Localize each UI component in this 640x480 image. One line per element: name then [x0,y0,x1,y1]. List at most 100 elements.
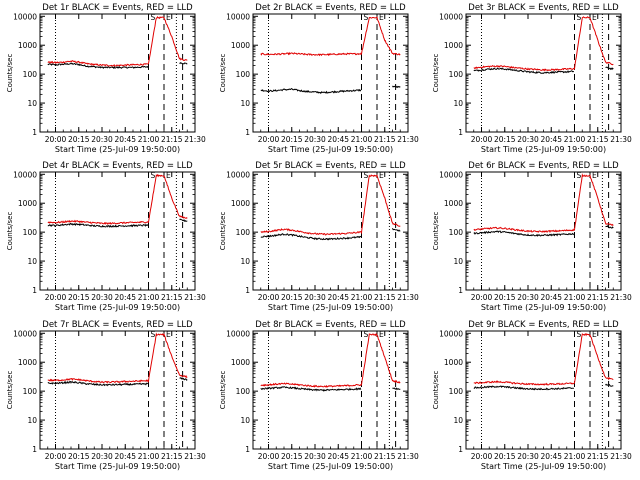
y-tick-label: 10000 [439,329,463,338]
x-tick-label: 21:30 [610,293,632,302]
y-tick-label: 1 [458,128,463,137]
x-tick-label: 21:30 [610,452,632,461]
series-line-lld [473,333,614,386]
x-tick-label: 20:45 [114,293,136,302]
x-tick-label: 20:45 [114,135,136,144]
detector-panel-2: Det 2r BLACK = Events, RED = LLD 1 10 100 10… [219,3,419,154]
series-line-lld [473,16,614,72]
x-tick-label: 21:15 [374,135,396,144]
x-axis-label: Start Time (25-Jul-09 19:50:00) [268,303,393,312]
x-tick-label: 21:15 [587,293,609,302]
series-line-events [605,66,614,71]
x-tick-label: 21:00 [564,293,586,302]
x-tick-label: 20:00 [45,452,67,461]
x-tick-label: 21:00 [138,293,160,302]
y-tick-label: 1 [245,445,250,454]
detector-panel-5: Det 5r BLACK = Events, RED = LLD 1 10 100 10… [219,161,419,312]
y-tick-label: 1 [32,286,37,295]
series-line-events [392,228,401,232]
y-tick-label: 10 [27,416,37,425]
y-tick-label: 1000 [231,358,250,367]
detector-panel-7: Det 7r BLACK = Events, RED = LLD 1 10 100 10… [6,320,206,471]
y-axis-label: Counts/sec [432,54,440,93]
x-tick-label: 20:15 [281,452,303,461]
panel-title: Det 3r BLACK = Events, RED = LLD [468,3,619,13]
series-line-events [473,385,575,391]
x-tick-label: 21:00 [351,452,373,461]
saa-end-label: E [166,171,171,180]
x-tick-label: 21:30 [184,135,206,144]
detector-panel-1: Det 1r BLACK = Events, RED = LLD 1 10 100 10… [6,3,206,154]
y-tick-label: 10 [240,257,250,266]
y-tick-label: 1000 [444,358,463,367]
series-line-events [605,225,614,229]
x-tick-label: 20:30 [517,135,539,144]
y-tick-label: 100 [449,228,464,237]
saa-start-label: S [364,171,369,180]
x-tick-label: 20:00 [45,293,67,302]
y-tick-label: 100 [23,70,38,79]
panel-title: Det 1r BLACK = Events, RED = LLD [42,3,193,13]
y-tick-label: 10000 [226,12,250,21]
y-axis-label: Counts/sec [219,371,227,410]
y-axis-label: Counts/sec [219,54,227,93]
y-tick-label: 1000 [444,41,463,50]
y-tick-label: 10000 [439,12,463,21]
y-tick-label: 1 [245,286,250,295]
saa-start-label: S [577,171,582,180]
x-tick-label: 20:30 [304,135,326,144]
saa-end-label: E [166,330,171,339]
x-tick-label: 21:30 [184,452,206,461]
x-tick-label: 20:15 [494,293,516,302]
y-tick-label: 100 [449,387,464,396]
x-tick-label: 21:15 [587,452,609,461]
y-tick-label: 1000 [18,199,37,208]
x-tick-label: 20:45 [114,452,136,461]
x-tick-label: 20:30 [91,452,113,461]
y-tick-label: 100 [23,228,38,237]
y-tick-label: 1000 [231,199,250,208]
series-line-events [473,67,574,74]
x-tick-label: 21:30 [397,452,419,461]
x-tick-label: 20:45 [540,135,562,144]
x-tick-label: 20:45 [327,293,349,302]
x-tick-label: 21:30 [397,135,419,144]
x-axis-label: Start Time (25-Jul-09 19:50:00) [55,303,180,312]
saa-end-label: E [379,330,384,339]
x-tick-label: 20:15 [281,293,303,302]
series-line-events [392,387,401,391]
saa-end-label: E [379,171,384,180]
x-axis-label: Start Time (25-Jul-09 19:50:00) [268,145,393,154]
x-tick-label: 20:15 [68,293,90,302]
saa-start-label: S [364,330,369,339]
y-tick-label: 1 [245,128,250,137]
plot-frame [39,13,196,133]
panel-title: Det 9r BLACK = Events, RED = LLD [468,320,619,330]
x-tick-label: 21:15 [374,293,396,302]
y-tick-label: 10 [453,416,463,425]
y-tick-label: 10 [240,416,250,425]
y-axis-label: Counts/sec [6,212,14,251]
y-axis-label: Counts/sec [432,371,440,410]
detector-panel-6: Det 6r BLACK = Events, RED = LLD 1 10 100 10… [432,161,632,312]
y-tick-label: 1000 [231,41,250,50]
x-tick-label: 20:00 [471,135,493,144]
panel-title: Det 5r BLACK = Events, RED = LLD [255,161,406,171]
x-axis-label: Start Time (25-Jul-09 19:50:00) [481,303,606,312]
saa-end-label: E [592,330,597,339]
y-tick-label: 1 [458,286,463,295]
panel-title: Det 2r BLACK = Events, RED = LLD [255,3,406,13]
panel-title: Det 6r BLACK = Events, RED = LLD [468,161,619,171]
x-axis-label: Start Time (25-Jul-09 19:50:00) [481,462,606,471]
series-line-events [47,62,149,70]
detector-panel-8: Det 8r BLACK = Events, RED = LLD 1 10 100 10… [219,320,419,471]
x-axis-label: Start Time (25-Jul-09 19:50:00) [481,145,606,154]
x-tick-label: 20:15 [494,135,516,144]
x-tick-label: 21:30 [610,135,632,144]
series-line-events [260,88,362,95]
y-axis-label: Counts/sec [6,371,14,410]
series-line-events [392,85,401,89]
y-tick-label: 10 [453,99,463,108]
